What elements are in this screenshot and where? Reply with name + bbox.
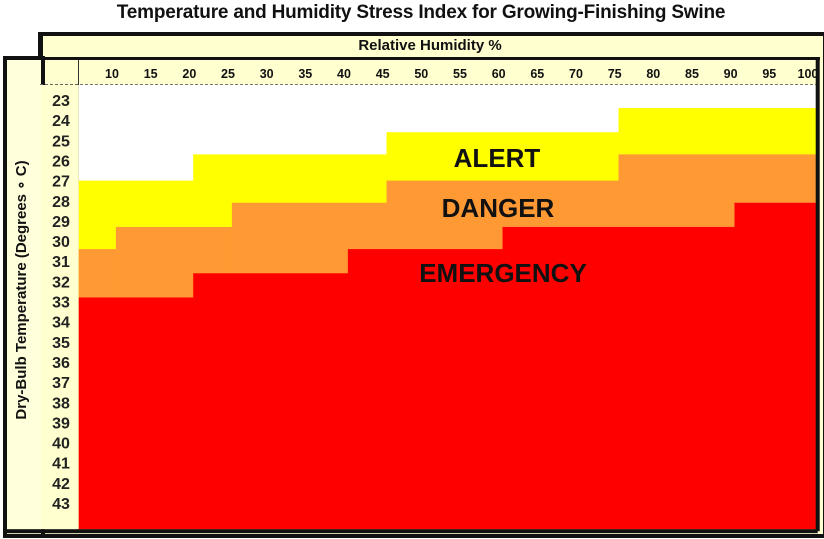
- y-tick-label: 42: [52, 476, 70, 493]
- y-tick-label: 35: [52, 335, 70, 352]
- y-tick-label: 30: [52, 234, 70, 251]
- y-tick-label: 26: [52, 153, 70, 170]
- x-tick-label: 55: [453, 67, 467, 81]
- y-tick-label: 25: [52, 133, 70, 150]
- y-tick-label: 41: [52, 456, 70, 473]
- x-tick-label: 65: [530, 67, 544, 81]
- x-tick-label: 75: [608, 67, 622, 81]
- bottom-border: [3, 529, 818, 534]
- y-tick-label: 34: [52, 315, 70, 332]
- y-tick-label: 37: [52, 375, 70, 392]
- y-tick-label: 32: [52, 274, 70, 291]
- zone-emergency-step-3: [502, 226, 736, 530]
- right-border: [815, 60, 820, 532]
- zone-label-alert: ALERT: [454, 143, 541, 173]
- x-tick-label: 60: [492, 67, 506, 81]
- y-tick-label: 23: [52, 93, 70, 110]
- y-tick-label: 39: [52, 415, 70, 432]
- x-tick-label: 20: [182, 67, 196, 81]
- zone-emergency-step-0: [78, 297, 194, 530]
- x-tick-label: 85: [685, 67, 699, 81]
- y-tick-label: 27: [52, 174, 70, 191]
- header-divider: [42, 57, 820, 60]
- y-tick-label: 29: [52, 214, 70, 231]
- y-tick-label: 43: [52, 496, 70, 513]
- x-tick-label: 10: [105, 67, 119, 81]
- x-tick-label: 45: [376, 67, 390, 81]
- x-tick-label: 70: [569, 67, 583, 81]
- x-tick-label: 100: [798, 67, 819, 81]
- zone-emergency-step-2: [347, 249, 504, 530]
- x-tick-label: 90: [724, 67, 738, 81]
- y-tick-label: 33: [52, 295, 70, 312]
- zone-emergency-step-4: [734, 202, 817, 530]
- zone-label-emergency: EMERGENCY: [419, 258, 587, 288]
- x-tick-label: 95: [762, 67, 776, 81]
- y-tick-label: 31: [52, 254, 70, 271]
- y-tick-label: 40: [52, 436, 70, 453]
- x-tick-label: 30: [260, 67, 274, 81]
- tick-row-divider: [40, 84, 818, 86]
- x-tick-label: 15: [144, 67, 158, 81]
- row-label-column: [41, 85, 79, 530]
- x-tick-label: 50: [414, 67, 428, 81]
- y-tick-label: 38: [52, 395, 70, 412]
- x-tick-label: 80: [646, 67, 660, 81]
- x-tick-label: 35: [298, 67, 312, 81]
- zone-label-danger: DANGER: [442, 193, 555, 223]
- y-tick-label: 24: [52, 113, 70, 130]
- y-tick-label: 36: [52, 355, 70, 372]
- x-tick-label: 25: [221, 67, 235, 81]
- y-tick-label: 28: [52, 194, 70, 211]
- x-axis-label: Relative Humidity %: [358, 37, 502, 54]
- chart-title: Temperature and Humidity Stress Index fo…: [116, 2, 726, 23]
- zone-emergency-step-1: [193, 273, 349, 530]
- x-tick-label: 40: [337, 67, 351, 81]
